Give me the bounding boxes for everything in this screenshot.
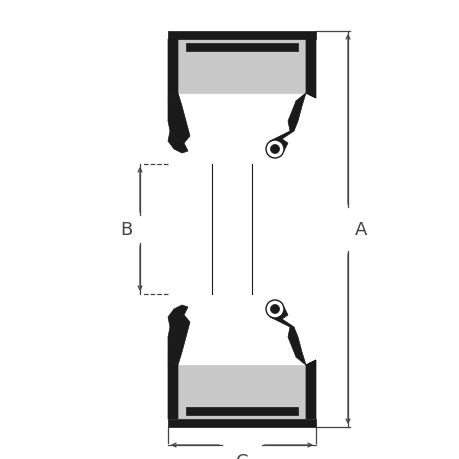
Text: A: A	[354, 220, 367, 239]
Polygon shape	[168, 315, 190, 365]
Polygon shape	[168, 132, 188, 154]
Polygon shape	[168, 419, 315, 427]
Circle shape	[270, 305, 279, 314]
Text: C: C	[235, 452, 248, 459]
Polygon shape	[168, 32, 315, 40]
Polygon shape	[305, 360, 315, 419]
Circle shape	[265, 300, 283, 318]
Polygon shape	[269, 94, 315, 151]
Polygon shape	[185, 44, 297, 52]
Circle shape	[270, 145, 279, 154]
Polygon shape	[168, 40, 178, 99]
Polygon shape	[178, 365, 305, 419]
Text: B: B	[120, 220, 133, 239]
Polygon shape	[185, 407, 297, 415]
Polygon shape	[178, 40, 305, 94]
Polygon shape	[168, 360, 178, 419]
Polygon shape	[269, 308, 315, 365]
Polygon shape	[168, 94, 190, 144]
Polygon shape	[305, 40, 315, 99]
Circle shape	[265, 141, 283, 159]
Polygon shape	[168, 305, 188, 327]
